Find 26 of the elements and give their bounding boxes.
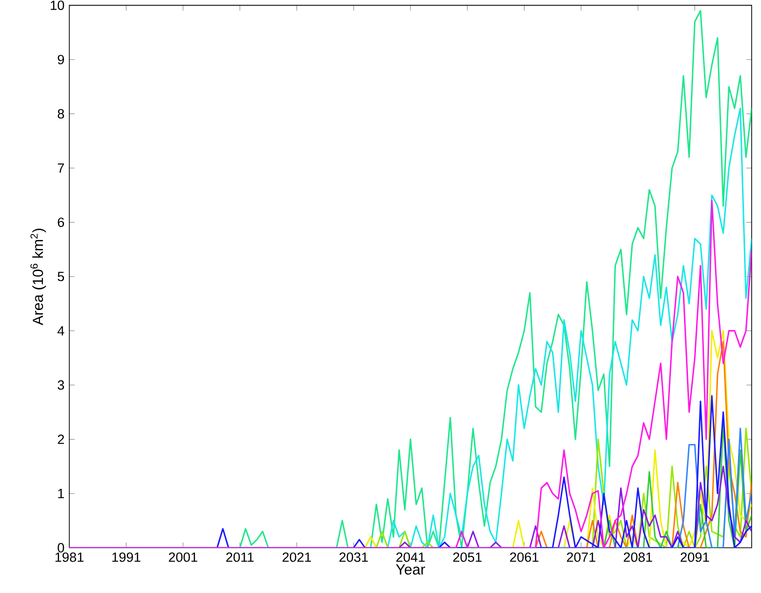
y-tick-label: 2 [58,434,64,444]
x-tick-label: 2021 [282,552,311,562]
x-tick-label: 1991 [112,552,140,562]
y-tick-label: 9 [58,54,64,64]
y-tick-label: 0 [58,543,64,552]
x-tick-label: 2071 [566,552,596,562]
x-tick-label: 2081 [624,552,652,562]
x-tick-label: 2031 [339,552,368,562]
x-axis-title: Year [396,564,426,575]
y-tick-label: 8 [58,109,64,118]
y-tick-label: 1 [58,488,64,498]
x-tick-label: 2011 [226,552,254,562]
y-tick-label: 5 [58,272,64,282]
line-series [69,200,752,548]
y-tick-label: 10 [50,0,64,10]
x-tick-label: 2051 [453,552,482,562]
y-tick-label: 6 [58,218,64,227]
x-tick-label: 2091 [680,552,709,562]
x-tick-label: 2041 [396,552,425,562]
x-tick-label: 2061 [510,552,538,562]
x-tick-label: 2001 [168,552,198,562]
y-axis-title: Area (10$^{6}$ km$^{2}$) [30,228,46,326]
y-tick-label: 3 [58,380,64,390]
y-tick-label: 4 [58,326,64,336]
y-tick-label: 7 [58,163,64,173]
x-tick-label: 1981 [56,552,84,562]
